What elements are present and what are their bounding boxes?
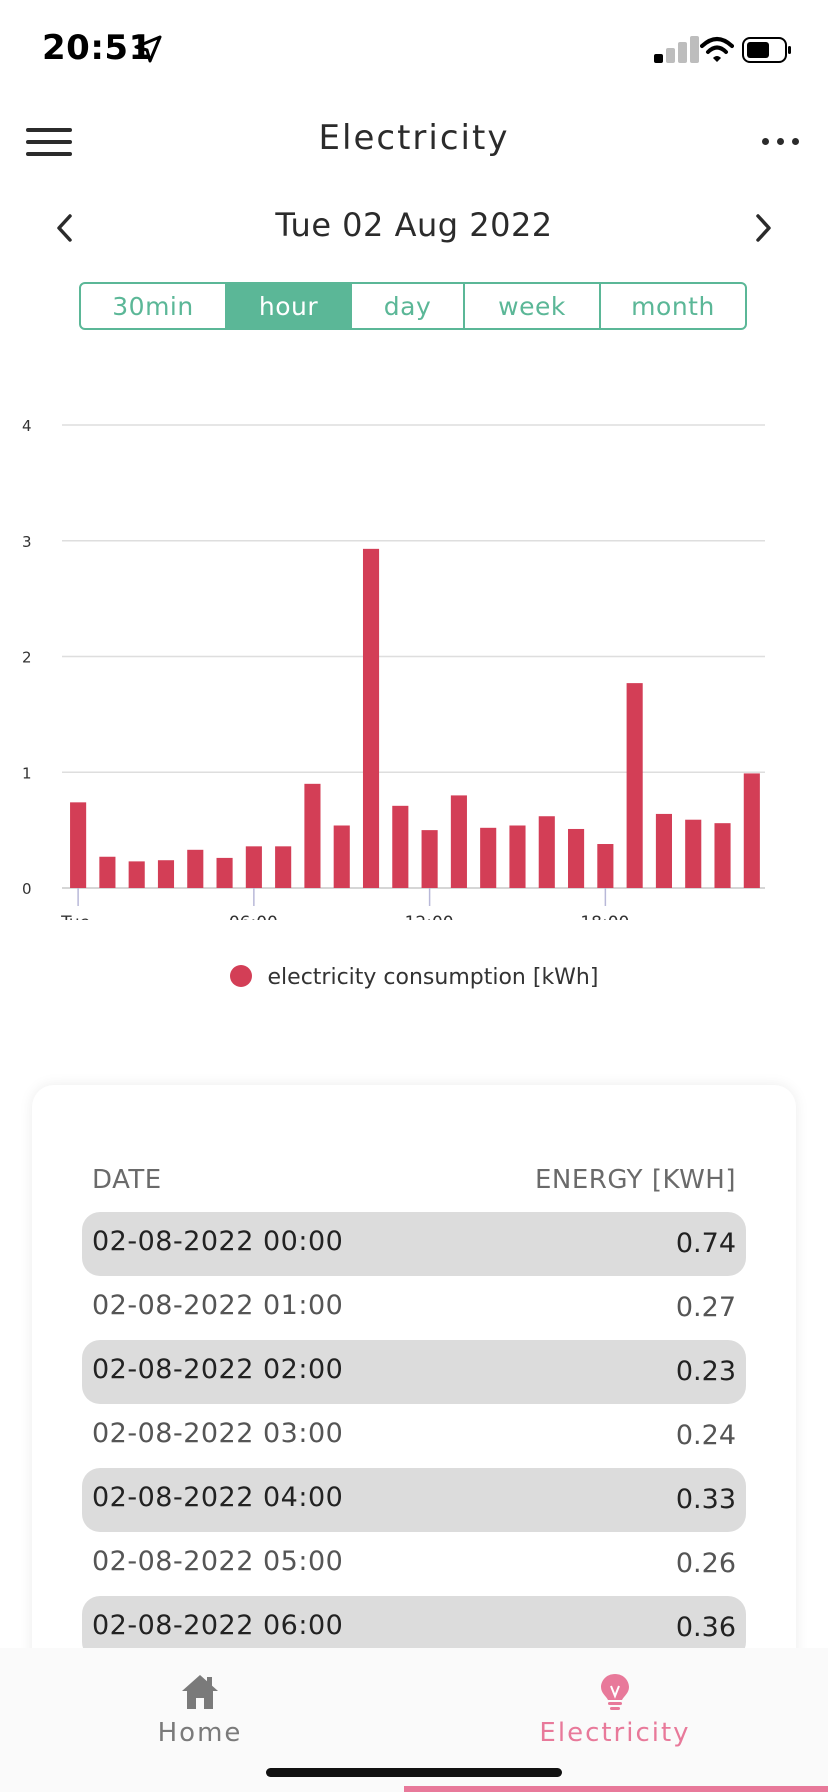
y-tick-label: 0	[22, 880, 32, 898]
bar-12:00	[421, 830, 438, 888]
table-row: 02-08-2022 02:00 0.23	[82, 1340, 746, 1404]
tab-30min[interactable]: 30min	[81, 284, 227, 328]
row-energy: 0.36	[675, 1612, 736, 1643]
row-energy: 0.24	[675, 1420, 736, 1451]
bar-11:00	[392, 805, 409, 888]
row-date: 02-08-2022 04:00	[92, 1482, 344, 1513]
bar-23:00	[743, 773, 760, 888]
row-energy: 0.74	[675, 1228, 736, 1259]
lightbulb-icon	[601, 1674, 629, 1710]
tab-day[interactable]: day	[352, 284, 465, 328]
x-tick-label: 18:00	[580, 913, 629, 920]
bar-05:00	[216, 857, 233, 888]
chart-legend: electricity consumption [kWh]	[0, 965, 828, 990]
row-date: 02-08-2022 01:00	[92, 1290, 344, 1321]
tab-week[interactable]: week	[465, 284, 601, 328]
bar-22:00	[714, 823, 731, 888]
table-row: 02-08-2022 04:00 0.33	[82, 1468, 746, 1532]
bar-15:00	[509, 825, 526, 888]
nav-home[interactable]: Home	[50, 1672, 350, 1748]
y-tick-label: 2	[22, 649, 32, 667]
bar-18:00	[597, 844, 614, 888]
bar-01:00	[99, 856, 116, 888]
energy-column-header: ENERGY [KWH]	[534, 1165, 736, 1195]
status-bar: 20:51	[0, 0, 828, 96]
bar-10:00	[362, 548, 380, 888]
consumption-table-card: DATE ENERGY [KWH] 02-08-2022 00:00 0.74 …	[32, 1085, 796, 1705]
bar-13:00	[450, 795, 467, 888]
bar-17:00	[568, 828, 585, 888]
x-tick-label: 12:00	[405, 913, 454, 920]
row-energy: 0.23	[675, 1356, 736, 1387]
hamburger-menu-icon[interactable]	[26, 124, 72, 158]
row-energy: 0.27	[675, 1292, 736, 1323]
wifi-icon	[700, 37, 734, 62]
bar-06:00	[245, 846, 262, 888]
bar-07:00	[275, 846, 292, 888]
bar-19:00	[626, 683, 643, 888]
row-date: 02-08-2022 02:00	[92, 1354, 344, 1385]
active-tab-indicator	[404, 1786, 828, 1792]
consumption-bar-chart: 0 1 2 3 4 Tue 06:00 12:00 18:00	[22, 417, 765, 920]
bar-08:00	[304, 783, 321, 888]
battery-icon	[742, 37, 791, 63]
current-date: Tue 02 Aug 2022	[275, 206, 553, 244]
tab-hour[interactable]: hour	[227, 284, 352, 328]
status-time: 20:51	[42, 28, 153, 68]
row-energy: 0.33	[675, 1484, 736, 1515]
home-indicator	[266, 1768, 562, 1777]
interval-tabs: 30min hour day week month	[79, 282, 747, 330]
legend-marker	[229, 965, 252, 987]
more-options-icon[interactable]	[760, 134, 804, 148]
row-energy: 0.26	[675, 1548, 736, 1579]
bar-09:00	[333, 825, 350, 888]
y-tick-label: 4	[22, 417, 32, 435]
x-tick-label: Tue	[60, 913, 90, 920]
nav-electricity-label: Electricity	[539, 1718, 691, 1748]
home-icon	[182, 1675, 218, 1709]
chevron-left-icon[interactable]	[50, 210, 80, 246]
bar-16:00	[538, 816, 555, 888]
legend-label: electricity consumption [kWh]	[267, 965, 599, 990]
table-rows: 02-08-2022 00:00 0.74 02-08-2022 01:00 0…	[82, 1212, 746, 1660]
location-arrow-icon	[134, 35, 162, 63]
y-tick-label: 1	[22, 764, 32, 782]
date-navigation: Tue 02 Aug 2022	[0, 200, 828, 260]
nav-electricity[interactable]: Electricity	[465, 1672, 765, 1748]
date-column-header: DATE	[92, 1165, 162, 1195]
bar-21:00	[685, 819, 702, 888]
nav-home-label: Home	[157, 1718, 243, 1748]
table-row: 02-08-2022 03:00 0.24	[82, 1404, 746, 1468]
x-tick-label: 06:00	[229, 913, 278, 920]
consumption-chart: 0 1 2 3 4 Tue 06:00 12:00 18:00 electricity cons…	[0, 400, 828, 990]
cell-signal-icon	[654, 36, 699, 63]
y-tick-label: 3	[22, 533, 32, 551]
page-title: Electricity	[318, 118, 510, 158]
row-date: 02-08-2022 05:00	[92, 1546, 344, 1577]
bar-03:00	[157, 860, 175, 888]
tab-month[interactable]: month	[631, 291, 715, 321]
bar-14:00	[480, 827, 497, 888]
table-row: 02-08-2022 00:00 0.74	[82, 1212, 746, 1276]
row-date: 02-08-2022 03:00	[92, 1418, 344, 1449]
chevron-right-icon[interactable]	[748, 210, 778, 246]
bar-00:00	[70, 802, 87, 888]
table-header: DATE ENERGY [KWH]	[92, 1165, 736, 1205]
row-date: 02-08-2022 00:00	[92, 1226, 344, 1257]
table-row: 02-08-2022 01:00 0.27	[82, 1276, 746, 1340]
bar-04:00	[187, 849, 204, 888]
bar-02:00	[128, 861, 145, 888]
bar-20:00	[655, 813, 672, 888]
row-date: 02-08-2022 06:00	[92, 1610, 344, 1641]
app-header: Electricity	[0, 100, 828, 180]
table-row: 02-08-2022 05:00 0.26	[82, 1532, 746, 1596]
